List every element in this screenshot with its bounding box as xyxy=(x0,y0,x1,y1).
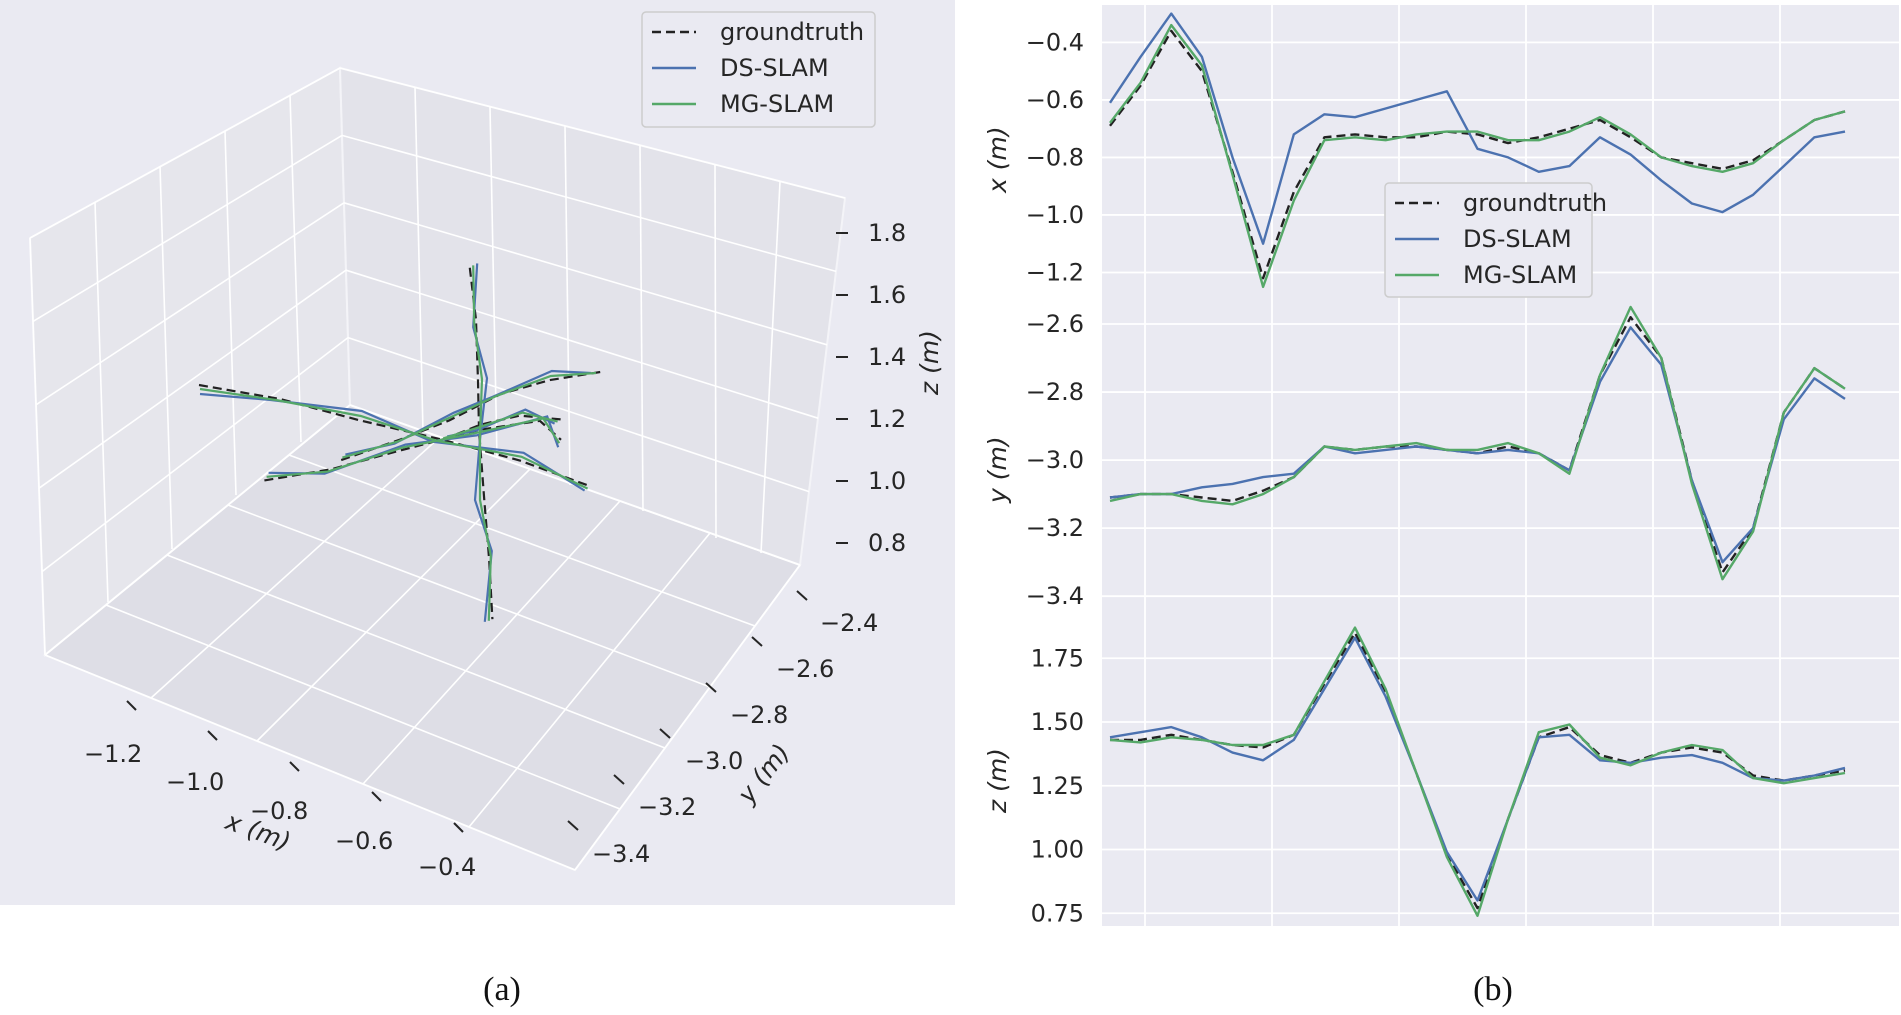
subplot-2-line-ds-slam xyxy=(1109,636,1846,902)
grid-b xyxy=(1102,5,1899,926)
subplot-y-ylabel: y (m) xyxy=(983,436,1012,504)
trajectory-3d xyxy=(198,263,601,622)
y-tick: −3.0 xyxy=(685,747,743,775)
subplot-0-ytick: −1.2 xyxy=(1026,258,1084,286)
subplot-2-ytick: 1.75 xyxy=(1031,644,1084,672)
z-tick: 1.8 xyxy=(868,219,906,247)
legend-b: groundtruth DS-SLAM MG-SLAM xyxy=(1384,182,1607,298)
y-tick: −3.4 xyxy=(592,840,650,868)
subplot-1-ytick: −3.4 xyxy=(1026,582,1084,610)
subplot-0-line-ds-slam xyxy=(1109,12,1846,245)
subplot-1-line-ds-slam xyxy=(1109,326,1846,564)
subplot-0-line-mg-slam xyxy=(1109,23,1846,289)
trajectory-line-ds-slam xyxy=(199,392,586,492)
x-tick: −0.4 xyxy=(418,853,476,881)
ticks-b: −0.4 −0.6 −0.8 −1.0 −1.2 −2.6 −2.8 −3.0 −3.2 −3.4… xyxy=(1026,28,1084,927)
y-tick: −3.2 xyxy=(638,793,696,821)
caption-a: (a) xyxy=(483,971,521,1008)
z-tick: 1.4 xyxy=(868,343,906,371)
trajectory-line-groundtruth xyxy=(198,383,591,488)
z-tick: 1.6 xyxy=(868,281,906,309)
subplot-1-ytick: −2.6 xyxy=(1026,310,1084,338)
z-axis-label: z (m) xyxy=(915,330,944,396)
subplot-z-ylabel: z (m) xyxy=(983,748,1012,814)
y-tick: −2.4 xyxy=(820,609,878,637)
x-tick: −1.0 xyxy=(166,768,224,796)
subplot-z-background xyxy=(1102,620,1899,926)
z-tick: 1.0 xyxy=(868,467,906,495)
trajectory-line-groundtruth xyxy=(264,419,562,482)
legend-mg-label: MG-SLAM xyxy=(720,90,834,118)
subplot-1-ytick: −3.0 xyxy=(1026,446,1084,474)
subplot-2-ytick: 1.00 xyxy=(1031,836,1084,864)
legend-a: groundtruth DS-SLAM MG-SLAM xyxy=(641,11,876,128)
z-axis-ticks: 1.8 1.6 1.4 1.2 1.0 0.8 z (m) xyxy=(836,219,944,557)
subplot-1-ytick: −2.8 xyxy=(1026,378,1084,406)
trajectory-line-groundtruth xyxy=(339,370,601,462)
panel-b: −0.4 −0.6 −0.8 −1.0 −1.2 −2.6 −2.8 −3.0 −3.2 −3.4… xyxy=(983,5,1899,927)
subplot-1-ytick: −3.2 xyxy=(1026,514,1084,542)
subplot-0-ytick: −1.0 xyxy=(1026,201,1084,229)
trajectory-line-mg-slam xyxy=(199,387,589,490)
subplot-0-ytick: −0.8 xyxy=(1026,143,1084,171)
z-tick: 1.2 xyxy=(868,405,906,433)
trajectory-line-mg-slam xyxy=(266,417,561,478)
subplot-2-ytick: 0.75 xyxy=(1031,899,1084,927)
trajectory-line-mg-slam xyxy=(342,371,597,459)
subplot-1-line-mg-slam xyxy=(1109,305,1846,581)
x-tick: −1.2 xyxy=(84,740,142,768)
panel-a: 1.8 1.6 1.4 1.2 1.0 0.8 z (m) −2.4 −2.6 … xyxy=(0,0,955,905)
legend-ds-label: DS-SLAM xyxy=(720,54,829,82)
series-b xyxy=(1109,12,1846,917)
trajectory-line-mg-slam xyxy=(472,265,492,621)
subplot-0-ytick: −0.6 xyxy=(1026,86,1084,114)
legend-b-frame xyxy=(1384,182,1593,298)
legend-b-mg-label: MG-SLAM xyxy=(1463,261,1577,289)
subplot-x-ylabel: x (m) xyxy=(983,126,1012,194)
subplot-0-ytick: −0.4 xyxy=(1026,28,1084,56)
subplot-y-background xyxy=(1102,307,1899,620)
subplot-2-line-mg-slam xyxy=(1109,626,1846,917)
legend-a-frame xyxy=(641,11,876,128)
x-tick: −0.6 xyxy=(335,827,393,855)
subplot-2-ytick: 1.50 xyxy=(1031,708,1084,736)
subplot-2-ytick: 1.25 xyxy=(1031,772,1084,800)
subplot-2-line-groundtruth xyxy=(1110,631,1846,910)
caption-b: (b) xyxy=(1473,971,1513,1008)
z-tick: 0.8 xyxy=(868,529,906,557)
y-tick: −2.8 xyxy=(730,701,788,729)
legend-b-gt-label: groundtruth xyxy=(1463,189,1607,217)
y-tick: −2.6 xyxy=(776,655,834,683)
x-tick: −0.8 xyxy=(250,797,308,825)
trajectory-line-mg-slam xyxy=(442,411,558,440)
legend-gt-label: groundtruth xyxy=(720,18,864,46)
legend-b-ds-label: DS-SLAM xyxy=(1463,225,1572,253)
